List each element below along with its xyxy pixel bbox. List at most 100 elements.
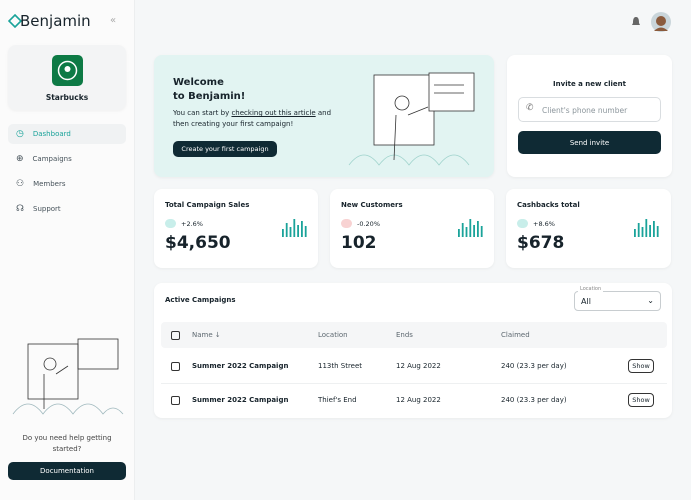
checkbox[interactable]: [171, 331, 180, 340]
org-name: Starbucks: [45, 93, 89, 102]
row-divider: [161, 383, 667, 384]
nav-item[interactable]: ⊕ Campaigns: [16, 154, 72, 164]
nav-item[interactable]: ◷ Dashboard: [8, 124, 126, 144]
campaign-name: Summer 2022 Campaign: [192, 362, 289, 370]
mini-bar: [477, 221, 479, 237]
welcome-title: Welcome to Benjamin!: [173, 76, 245, 104]
stat-value: $678: [517, 233, 565, 253]
text: and then creating your first campaign!: [173, 109, 332, 128]
stat-change: +2.6%: [165, 219, 203, 228]
logo: [8, 14, 22, 28]
nav-label: Dashboard: [32, 130, 71, 138]
campaign-location: Thief's End: [318, 396, 357, 404]
mini-bar: [282, 229, 284, 237]
bell-icon[interactable]: [630, 16, 642, 28]
mini-bar: [480, 226, 483, 237]
campaign-claimed: 240 (23.3 per day): [501, 362, 567, 370]
stat-card: Total Campaign Sales +2.6% $4,650: [154, 189, 318, 268]
select-label: Location: [578, 286, 604, 292]
campaigns-card: Active Campaigns All ⌄ Location Name ↓ Lo…: [154, 283, 672, 418]
sidebar: Benjamin « Starbucks ◷ Dashboard ⊕ Campaig…: [0, 0, 135, 500]
mini-bar: [304, 226, 307, 237]
campaign-location: 113th Street: [318, 362, 363, 370]
chevron: ⌄: [647, 296, 654, 305]
stat-change: -0.20%: [341, 219, 380, 228]
avatar[interactable]: [651, 12, 671, 32]
nav-item[interactable]: ⚇ Members: [16, 179, 66, 189]
nav-item[interactable]: ☊ Support: [16, 204, 61, 214]
stat-card: New Customers -0.20% 102: [330, 189, 494, 268]
illustration: [12, 338, 124, 415]
trend-icon: [517, 219, 528, 228]
mini-bar: [653, 221, 655, 237]
show-button[interactable]: Show: [628, 359, 654, 373]
phone-input[interactable]: Client's phone number: [518, 97, 661, 122]
checkbox[interactable]: [171, 396, 180, 405]
campaigns-title: Active Campaigns: [165, 296, 236, 304]
mini-bar: [297, 225, 299, 237]
invite-title: Invite a new client: [553, 80, 626, 88]
trend-icon: [341, 219, 352, 228]
title-line: Welcome: [173, 77, 224, 88]
change: -0.20%: [357, 219, 380, 228]
mini-bar: [461, 223, 464, 237]
campaign-ends: 12 Aug 2022: [396, 362, 441, 370]
send-button[interactable]: Send invite: [518, 131, 661, 154]
mini-bar: [645, 219, 648, 237]
stat-label: Total Campaign Sales: [165, 201, 250, 209]
stat-value: $4,650: [165, 233, 231, 253]
mini-bar: [465, 227, 468, 237]
mini-chart: [282, 219, 307, 237]
mini-bar: [469, 219, 472, 237]
stat-card: Cashbacks total +8.6% $678: [506, 189, 671, 268]
stat-label: New Customers: [341, 201, 403, 209]
mini-bar: [473, 225, 475, 237]
change: +8.6%: [533, 219, 555, 228]
title-line: to Benjamin!: [173, 91, 246, 102]
mini-bar: [293, 219, 296, 237]
table-header: [161, 322, 667, 348]
stat-change: +8.6%: [517, 219, 555, 228]
mini-bar: [656, 226, 659, 237]
welcome-card: Welcome to Benjamin! You can start by che…: [154, 55, 494, 177]
show-button[interactable]: Show: [628, 393, 654, 407]
collapse[interactable]: «: [110, 15, 117, 26]
select-value: All: [581, 297, 591, 306]
mini-bar: [641, 227, 644, 237]
mini-chart: [634, 219, 659, 237]
docs-button[interactable]: Documentation: [8, 462, 126, 480]
phone-icon: ✆: [526, 103, 534, 113]
create-button[interactable]: Create your first campaign: [173, 141, 277, 157]
illustration: [348, 72, 475, 166]
column-header: Ends: [396, 331, 413, 339]
nav-label: Campaigns: [32, 155, 72, 163]
mini-bar: [634, 229, 636, 237]
invite-card: Invite a new client Client's phone numbe…: [507, 55, 672, 177]
campaign-claimed: 240 (23.3 per day): [501, 396, 567, 404]
column-header: Claimed: [501, 331, 530, 339]
header-text: Name: [192, 331, 213, 339]
mini-bar: [301, 221, 303, 237]
nav-label: Members: [33, 180, 66, 188]
mini-bar: [285, 223, 288, 237]
welcome-text: You can start by checking out this artic…: [173, 108, 333, 130]
article-link[interactable]: checking out this article: [231, 109, 316, 117]
location-select[interactable]: All ⌄: [574, 291, 661, 311]
trend-icon: [165, 219, 176, 228]
mini-bar: [637, 223, 640, 237]
placeholder: Client's phone number: [542, 106, 628, 115]
checkbox[interactable]: [171, 362, 180, 371]
campaign-ends: 12 Aug 2022: [396, 396, 441, 404]
column-header[interactable]: Name ↓: [192, 331, 221, 339]
column-header: Location: [318, 331, 348, 339]
mini-bar: [458, 229, 460, 237]
mini-bar: [289, 227, 292, 237]
stat-label: Cashbacks total: [517, 201, 580, 209]
stat-value: 102: [341, 233, 377, 253]
org-card: Starbucks: [8, 45, 126, 110]
help-text: Do you need help getting started?: [22, 434, 112, 453]
mini-bar: [649, 225, 651, 237]
text: You can start by: [173, 109, 230, 117]
change: +2.6%: [181, 219, 203, 228]
